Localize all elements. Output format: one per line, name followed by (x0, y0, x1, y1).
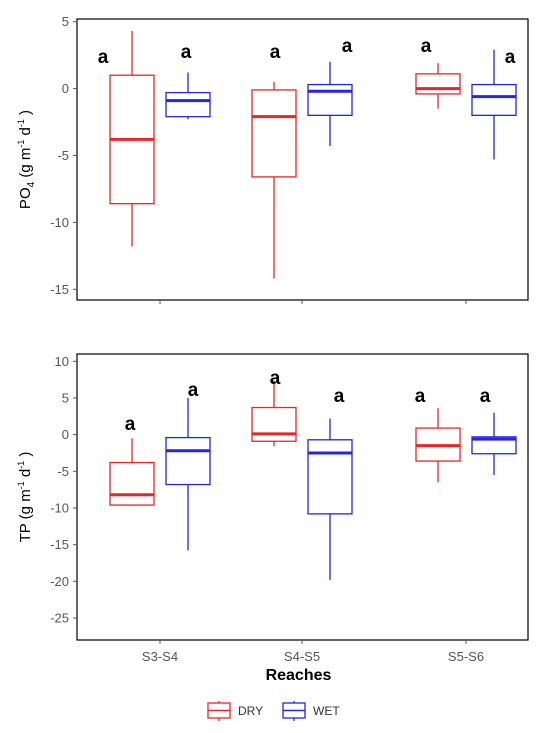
significance-letter: a (342, 36, 353, 57)
box-dry-s5-s6 (415, 63, 461, 109)
significance-letter: a (270, 368, 281, 389)
x-tick-label: S3-S4 (142, 649, 178, 664)
y-axis-title-main: PO (17, 187, 34, 209)
y-axis-title: TP (g m-1 d-1 ) (16, 452, 34, 543)
box-wet-s4-s5 (307, 418, 353, 580)
y-tick-label: -5 (57, 464, 69, 479)
y-axis-title-main: TP (17, 523, 34, 542)
box-dry-s4-s5 (251, 380, 297, 447)
legend-label-dry: DRY (238, 704, 263, 718)
y-axis-title-units: (g m (17, 148, 34, 182)
box-wet-s3-s4 (165, 72, 211, 120)
box-dry-s4-s5 (251, 81, 297, 279)
significance-letter: a (270, 42, 281, 63)
significance-letter: a (415, 386, 426, 407)
y-tick-label: 10 (55, 354, 69, 369)
y-tick-label: -20 (50, 574, 69, 589)
box-dry-s3-s4 (109, 438, 155, 506)
box-wet-s5-s6 (471, 412, 517, 475)
y-axis-title-units: (g m (17, 489, 34, 523)
significance-letter: a (98, 47, 109, 68)
box-wet-s5-s6 (471, 49, 517, 160)
significance-letter: a (125, 414, 136, 435)
x-tick-label: S5-S6 (448, 649, 484, 664)
box-body (415, 73, 461, 95)
significance-letter: a (480, 386, 491, 407)
box-body (165, 436, 211, 486)
y-axis-title-end: ) (17, 452, 34, 461)
y-axis-title-mid: d (17, 127, 34, 140)
y-tick-label: -5 (57, 148, 69, 163)
box-wet-s3-s4 (165, 398, 211, 551)
significance-letter: a (188, 380, 199, 401)
box-body (307, 439, 353, 515)
significance-letter: a (334, 386, 345, 407)
box-body (471, 83, 517, 116)
y-tick-label: -10 (50, 501, 69, 516)
y-tick-label: 5 (62, 14, 69, 29)
x-axis-title: Reaches (266, 667, 332, 684)
significance-letter: a (181, 42, 192, 63)
box-dry-s3-s4 (109, 31, 155, 247)
box-wet-s4-s5 (307, 61, 353, 147)
y-axis-title-superscript: -1 (16, 119, 26, 127)
x-tick-label: S4-S5 (284, 649, 320, 664)
y-axis-title: PO4 (g m-1 d-1 ) (16, 110, 37, 209)
y-axis-title-superscript: -1 (16, 461, 26, 469)
significance-letter: a (505, 47, 516, 68)
box-body (471, 436, 517, 455)
box-body (251, 89, 297, 178)
box-body (165, 91, 211, 118)
y-tick-label: 0 (62, 427, 69, 442)
y-tick-label: -10 (50, 215, 69, 230)
legend: DRY WET (207, 701, 340, 721)
significance-letter: a (421, 36, 432, 57)
legend-label-wet: WET (313, 704, 340, 718)
y-axis-title-mid: d (17, 469, 34, 482)
box-body (109, 461, 155, 506)
y-tick-label: -25 (50, 611, 69, 626)
box-dry-s5-s6 (415, 408, 461, 483)
y-tick-label: 5 (62, 391, 69, 406)
box-body (251, 406, 297, 442)
y-axis-title-superscript: -1 (16, 140, 26, 148)
y-tick-label: -15 (50, 282, 69, 297)
box-body (307, 83, 353, 116)
y-axis-title-end: ) (17, 110, 34, 119)
y-tick-label: -15 (50, 537, 69, 552)
y-axis-title-subscript: 4 (26, 181, 37, 187)
y-axis-title-superscript: -1 (16, 481, 26, 489)
y-tick-label: 0 (62, 81, 69, 96)
